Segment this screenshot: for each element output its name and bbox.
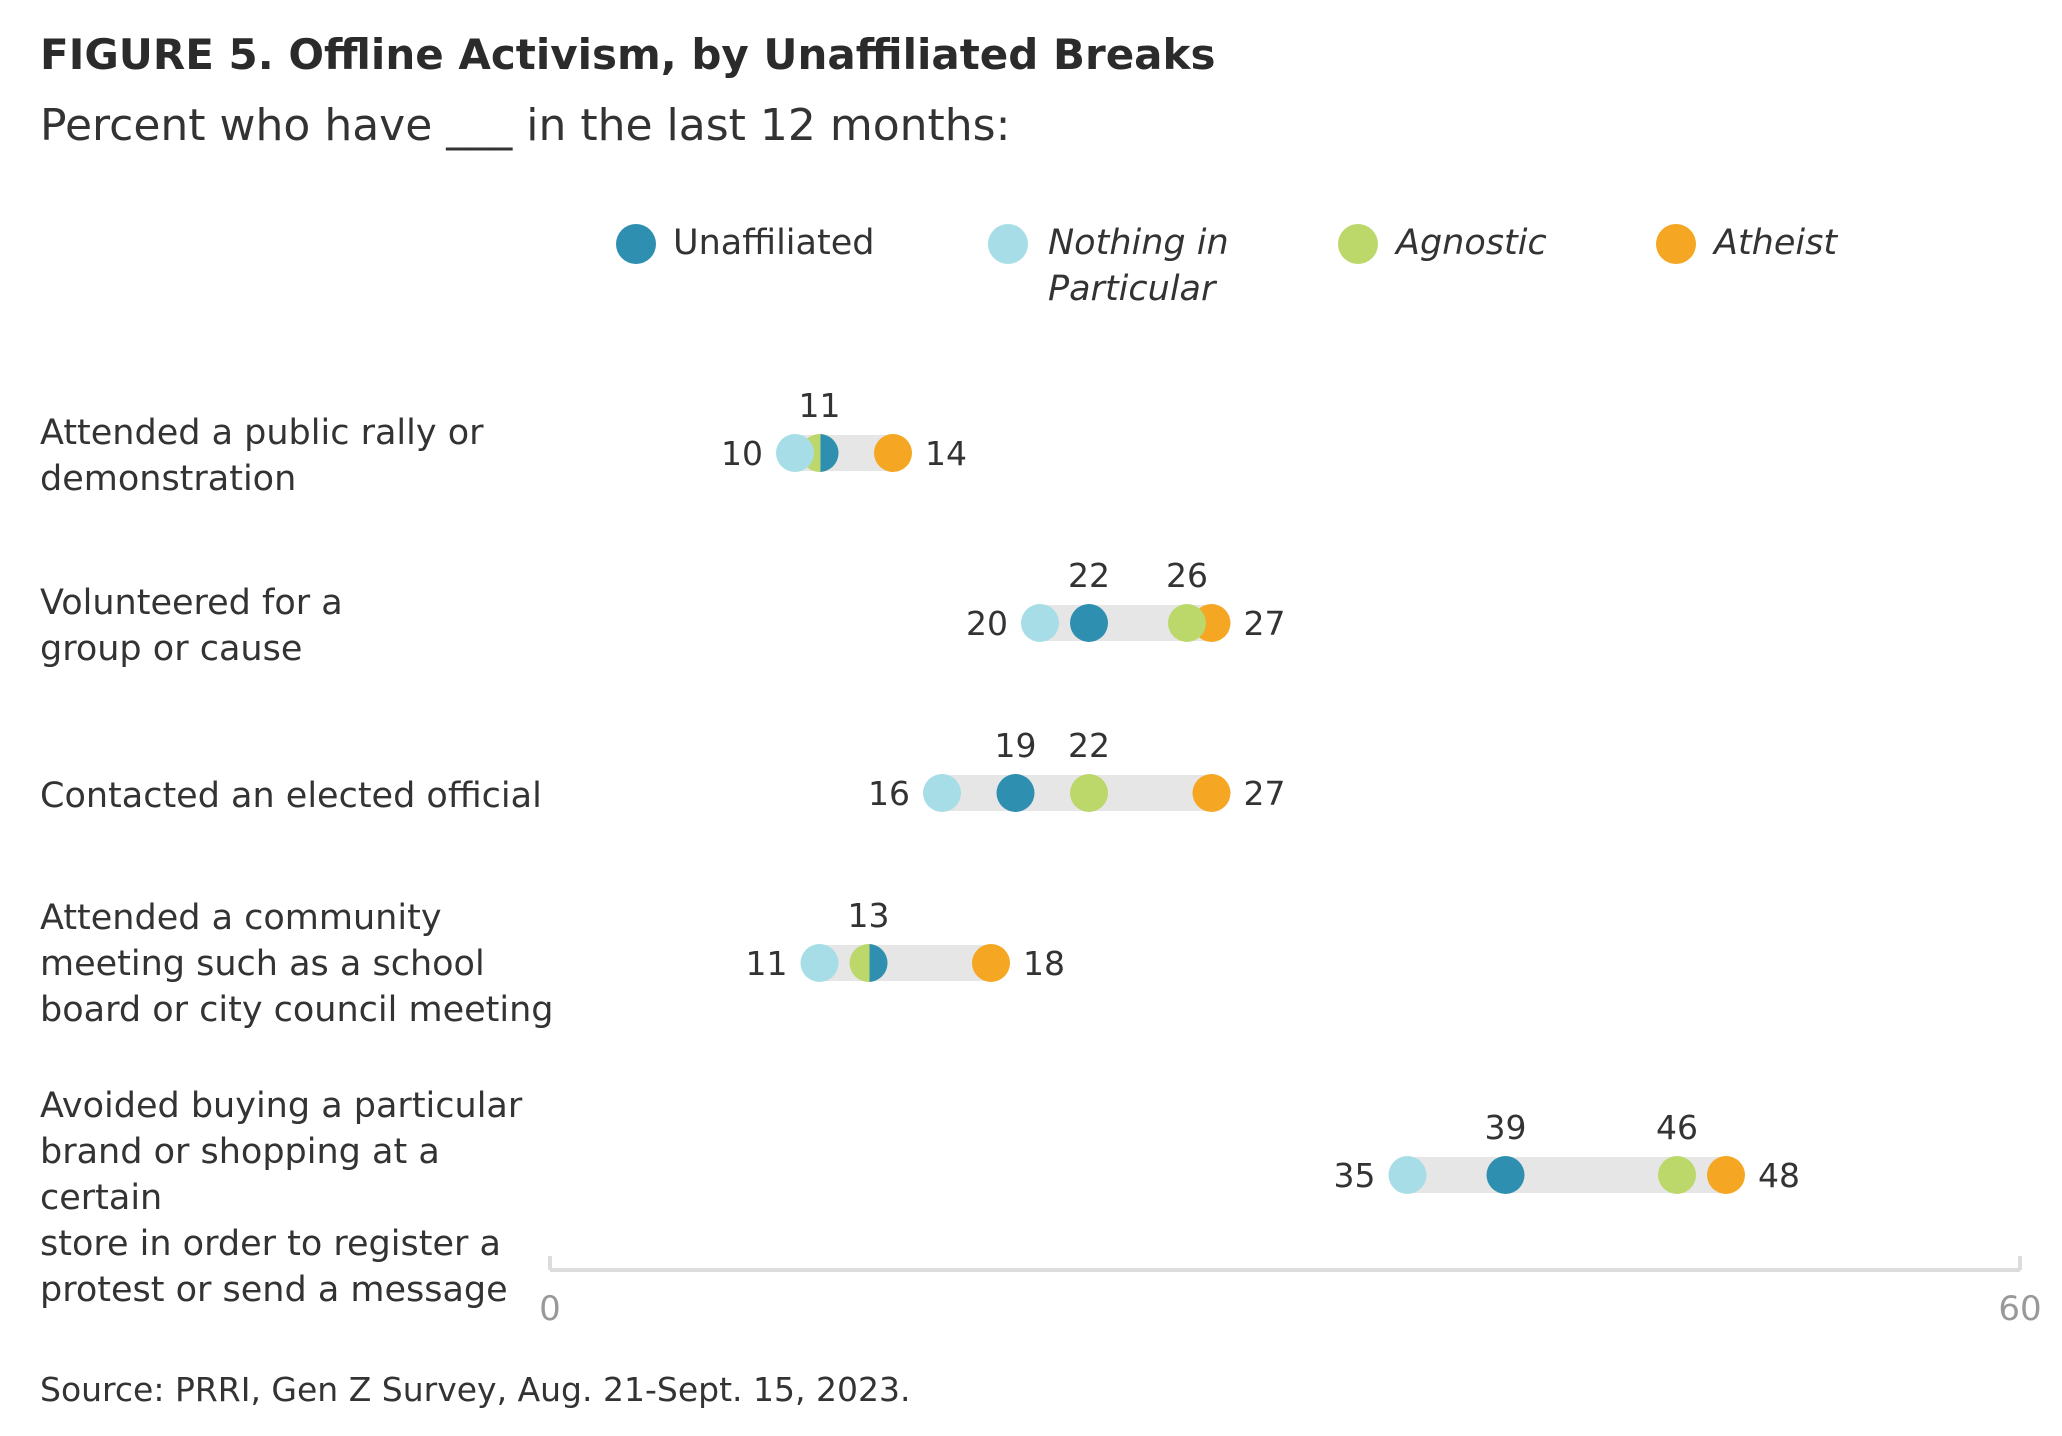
dot-unaffiliated (996, 774, 1035, 812)
dot-nothing-in-particular (923, 774, 961, 812)
value-label-top: 46 (1656, 1108, 1698, 1147)
value-label-right: 14 (925, 434, 967, 473)
chart-title: FIGURE 5. Offline Activism, by Unaffilia… (40, 30, 1216, 79)
dot-agnostic (1658, 1156, 1696, 1194)
value-label-top: 11 (799, 386, 841, 425)
category-label-contacted-official: Contacted an elected official (40, 773, 560, 819)
legend-label-unaffiliated: Unaffiliated (673, 223, 875, 263)
value-label-top: 22 (1068, 556, 1110, 595)
legend-dot-atheist (1656, 224, 1696, 264)
x-tick-label: 0 (539, 1289, 561, 1329)
value-label-left: 20 (966, 604, 1008, 643)
dot-unaffiliated (820, 434, 839, 472)
category-label-rally: Attended a public rally or demonstration (40, 410, 560, 502)
legend-label-agnostic: Agnostic (1396, 223, 1547, 263)
legend-label-nothing-in-particular: Nothing in Particular (1048, 220, 1229, 312)
value-label-right: 27 (1244, 604, 1286, 643)
category-label-line: board or city council meeting (40, 990, 554, 1030)
value-label-top: 22 (1068, 726, 1110, 765)
category-label-line: Attended a community (40, 898, 442, 938)
dot-atheist (874, 434, 912, 472)
value-label-right: 18 (1023, 944, 1065, 983)
category-label-line: Attended a public rally or (40, 413, 484, 453)
source-note: Source: PRRI, Gen Z Survey, Aug. 21-Sept… (40, 1370, 911, 1409)
value-label-right: 27 (1244, 774, 1286, 813)
value-label-left: 35 (1334, 1156, 1376, 1195)
legend-label-atheist: Atheist (1714, 223, 1838, 263)
x-tick-label: 60 (1998, 1289, 2041, 1329)
range-track (819, 945, 991, 981)
dot-unaffiliated (1486, 1156, 1525, 1194)
value-label-top: 39 (1485, 1108, 1527, 1147)
legend-dot-nothing-in-particular (988, 224, 1028, 264)
category-label-line: meeting such as a school (40, 944, 485, 984)
category-label-line: brand or shopping at a certain (40, 1132, 440, 1218)
category-label-line: group or cause (40, 629, 303, 669)
value-label-left: 11 (746, 944, 788, 983)
dot-atheist (1192, 774, 1231, 812)
category-label-avoided-buying: Avoided buying a particular brand or sho… (40, 1083, 560, 1313)
dot-nothing-in-particular (1021, 604, 1059, 642)
category-label-line: demonstration (40, 459, 297, 499)
dot-atheist (972, 944, 1010, 982)
chart-plot-area: 0 60 10 14 11 20 27 22 26 16 27 19 22 11 18 13 35 48 39 46 (539, 386, 2041, 1329)
dot-agnostic (1168, 604, 1206, 642)
dot-atheist (1707, 1156, 1745, 1194)
dot-unaffiliated (869, 944, 888, 982)
legend-label-line: Particular (1048, 269, 1216, 309)
category-label-line: Volunteered for a (40, 583, 343, 623)
dot-nothing-in-particular (1388, 1156, 1427, 1194)
category-label-line: protest or send a message (40, 1270, 508, 1310)
value-label-top: 19 (995, 726, 1037, 765)
category-label-line: store in order to register a (40, 1224, 501, 1264)
legend-dot-unaffiliated (616, 224, 656, 264)
value-label-right: 48 (1758, 1156, 1800, 1195)
category-label-community-meeting: Attended a community meeting such as a s… (40, 895, 560, 1033)
category-label-line: Contacted an elected official (40, 776, 542, 816)
dot-unaffiliated (1070, 604, 1108, 642)
dot-nothing-in-particular (800, 944, 839, 982)
legend-label-line: Nothing in (1048, 223, 1229, 263)
value-label-left: 10 (721, 434, 763, 473)
category-label-line: Avoided buying a particular (40, 1086, 523, 1126)
dot-agnostic (1070, 774, 1108, 812)
value-label-top: 13 (848, 896, 890, 935)
chart-subtitle: Percent who have ___ in the last 12 mont… (40, 100, 1011, 151)
category-label-volunteered: Volunteered for a group or cause (40, 580, 560, 672)
value-label-left: 16 (868, 774, 910, 813)
legend-dot-agnostic (1338, 224, 1378, 264)
dot-nothing-in-particular (776, 434, 814, 472)
value-label-top: 26 (1166, 556, 1208, 595)
